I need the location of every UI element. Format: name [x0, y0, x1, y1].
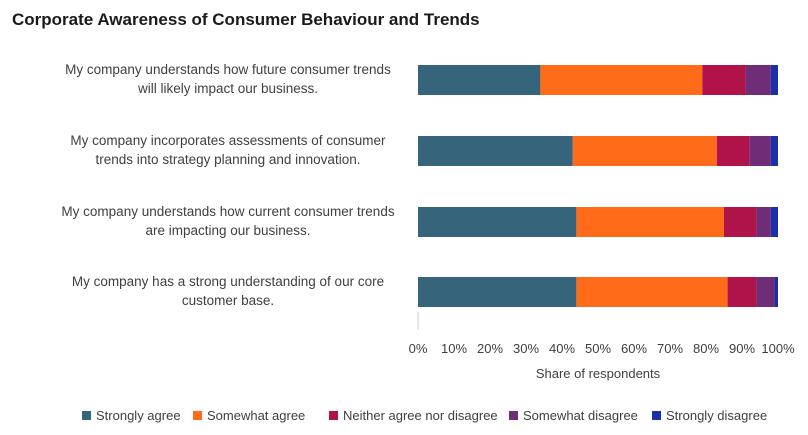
- category-label: My company understands how current consu…: [61, 204, 394, 219]
- bar-segment-2-series-4: [749, 136, 771, 166]
- category-label: My company incorporates assessments of c…: [70, 133, 386, 148]
- legend-item: Somewhat agree: [193, 408, 305, 423]
- bar-segment-4-series-4: [756, 277, 775, 307]
- bar-segment-1-series-5: [770, 65, 778, 95]
- x-tick-label: 30%: [513, 341, 539, 356]
- legend-item: Strongly agree: [82, 408, 181, 423]
- legend-swatch: [652, 411, 661, 420]
- bar-segment-4-series-3: [727, 277, 757, 307]
- legend-label: Strongly agree: [96, 408, 181, 423]
- category-label: My company has a strong understanding of…: [72, 274, 384, 289]
- legend-swatch: [509, 411, 518, 420]
- legend-swatch: [82, 411, 91, 420]
- x-tick-label: 40%: [549, 341, 575, 356]
- bar-segment-3-series-2: [576, 207, 724, 237]
- x-tick-label: 50%: [585, 341, 611, 356]
- legend: Strongly agree Somewhat agree Neither agre…: [82, 408, 767, 423]
- x-tick-label: 20%: [477, 341, 503, 356]
- bar-segment-2-series-2: [572, 136, 717, 166]
- bar-segment-2-series-5: [770, 136, 778, 166]
- bar-segment-3-series-3: [724, 207, 757, 237]
- bar-segment-4-series-5: [774, 277, 778, 307]
- bar-segment-1-series-2: [540, 65, 703, 95]
- bar-segment-4-series-1: [418, 277, 577, 307]
- x-tick-label: 80%: [693, 341, 719, 356]
- bar-area: [418, 65, 778, 307]
- legend-swatch: [329, 411, 338, 420]
- bar-segment-2-series-1: [418, 136, 573, 166]
- category-label: customer base.: [182, 293, 274, 308]
- legend-label: Strongly disagree: [666, 408, 767, 423]
- x-tick-label: 100%: [761, 341, 795, 356]
- x-axis: 0% 10% 20% 30% 40% 50% 60% 70% 80% 90% 100% Share o…: [409, 312, 795, 381]
- bar-segment-3-series-1: [418, 207, 577, 237]
- bar-segment-3-series-4: [756, 207, 771, 237]
- x-tick-label: 60%: [621, 341, 647, 356]
- category-label: trends into strategy planning and innova…: [96, 152, 361, 167]
- legend-item: Neither agree nor disagree: [329, 408, 498, 423]
- bar-segment-2-series-3: [716, 136, 750, 166]
- bar-segment-1-series-1: [418, 65, 541, 95]
- category-label: will likely impact our business.: [137, 81, 318, 96]
- x-tick-label: 90%: [729, 341, 755, 356]
- legend-label: Neither agree nor disagree: [343, 408, 498, 423]
- x-tick-label: 0%: [409, 341, 428, 356]
- legend-label: Somewhat agree: [207, 408, 305, 423]
- category-label: My company understands how future consum…: [65, 62, 391, 77]
- legend-item: Strongly disagree: [652, 408, 767, 423]
- legend-label: Somewhat disagree: [523, 408, 638, 423]
- bar-segment-4-series-2: [576, 277, 728, 307]
- bar-segment-1-series-4: [745, 65, 771, 95]
- x-tick-label: 10%: [441, 341, 467, 356]
- x-tick-label: 70%: [657, 341, 683, 356]
- category-label: are impacting our business.: [145, 223, 310, 238]
- bar-segment-3-series-5: [770, 207, 778, 237]
- category-labels: My company understands how future consum…: [61, 62, 394, 308]
- chart-title: Corporate Awareness of Consumer Behaviou…: [12, 10, 480, 29]
- x-axis-title: Share of respondents: [536, 366, 661, 381]
- legend-item: Somewhat disagree: [509, 408, 638, 423]
- bar-segment-1-series-3: [702, 65, 746, 95]
- legend-swatch: [193, 411, 202, 420]
